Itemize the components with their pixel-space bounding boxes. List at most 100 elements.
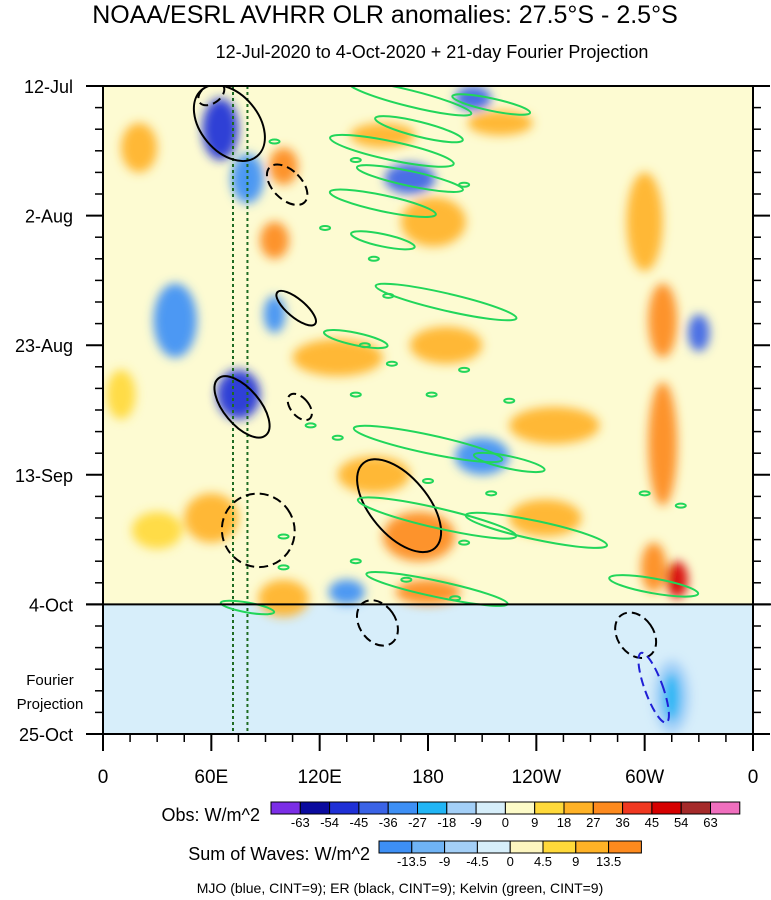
waves-colorbar-swatch-2 xyxy=(444,840,478,854)
kelvin-contour-14 xyxy=(329,133,455,168)
er-contour-9 xyxy=(614,611,658,659)
anomaly-blob-5 xyxy=(350,123,416,148)
obs-colorbar-level-label: -27 xyxy=(408,815,427,830)
x-tick-label: 120E xyxy=(297,767,341,788)
obs-colorbar-level-label: 63 xyxy=(703,815,717,830)
x-tick-label: 60W xyxy=(625,767,664,788)
obs-colorbar-level-label: 9 xyxy=(531,815,538,830)
chart-subtitle: 12-Jul-2020 to 4-Oct-2020 + 21-day Fouri… xyxy=(216,42,649,62)
kelvin-contour-small-21 xyxy=(638,490,651,497)
waves-colorbar-level-label: 0 xyxy=(507,854,514,869)
kelvin-contour-18 xyxy=(374,282,518,322)
projection-background xyxy=(103,604,753,734)
kelvin-contour-small-13 xyxy=(331,434,344,441)
kelvin-contour-small-16 xyxy=(277,533,290,540)
obs-colorbar-level-label: 45 xyxy=(645,815,659,830)
y-tick-label: 4-Oct xyxy=(29,595,73,615)
obs-colorbar: -63 -54 -45 -36 -27 -18 -9 0 9 18 27 36 45 54 63 xyxy=(270,801,741,830)
anomaly-blob-6 xyxy=(269,147,298,185)
anomaly-field xyxy=(106,86,710,734)
obs-colorbar-swatch-1 xyxy=(299,801,331,815)
er-contour-5 xyxy=(286,392,313,422)
anomaly-blob-33 xyxy=(662,672,681,722)
obs-colorbar-level-label: 36 xyxy=(615,815,629,830)
waves-colorbar-swatch-5 xyxy=(542,840,577,854)
kelvin-contour-15 xyxy=(355,164,464,193)
obs-colorbar-label: Obs: W/m^2 xyxy=(162,805,260,825)
kelvin-contour-16 xyxy=(328,188,437,218)
plot-area xyxy=(103,86,753,734)
kelvin-contour-small-15 xyxy=(485,490,498,497)
anomaly-blob-2 xyxy=(384,163,436,194)
obs-colorbar-level-label: -18 xyxy=(437,815,456,830)
projection-label-line2: Projection xyxy=(17,696,84,713)
anomaly-blob-3 xyxy=(455,86,492,111)
waves-colorbar-swatch-7 xyxy=(608,840,642,854)
kelvin-contour-small-12 xyxy=(304,422,317,429)
anomaly-blob-12 xyxy=(153,283,197,358)
waves-colorbar-level-label: 9 xyxy=(572,854,579,869)
obs-colorbar-swatch-15 xyxy=(710,801,741,815)
x-tick-label: 60E xyxy=(194,767,228,788)
kelvin-contour-small-2 xyxy=(458,181,471,188)
er-contour-4 xyxy=(213,375,271,439)
anomaly-blob-10 xyxy=(648,283,678,358)
wave-contours xyxy=(192,86,700,724)
kelvin-contour-small-18 xyxy=(277,564,290,571)
kelvin-contour-19 xyxy=(322,328,389,350)
obs-colorbar-swatch-14 xyxy=(680,801,712,815)
anomaly-blob-29 xyxy=(328,579,365,605)
kelvin-contour-small-3 xyxy=(319,224,332,231)
anomaly-blob-15 xyxy=(292,339,383,377)
anomaly-blob-13 xyxy=(216,369,261,420)
obs-colorbar-level-label: 27 xyxy=(586,815,600,830)
kelvin-contour-26 xyxy=(219,599,276,616)
y-tick-label: 12-Jul xyxy=(24,77,73,97)
projection-label-line1: Fourier xyxy=(26,672,74,689)
waves-colorbar-level-label: 13.5 xyxy=(596,854,621,869)
waves-colorbar-swatch-3 xyxy=(476,840,511,854)
waves-colorbar-level-label: -9 xyxy=(439,854,451,869)
kelvin-contour-23 xyxy=(464,511,609,549)
obs-colorbar-swatch-9 xyxy=(534,801,565,815)
waves-colorbar-level-label: -4.5 xyxy=(466,854,488,869)
obs-colorbar-swatch-6 xyxy=(446,801,477,815)
kelvin-contour-22 xyxy=(356,496,518,540)
er-contour-8 xyxy=(355,599,399,647)
waves-colorbar-swatch-0 xyxy=(378,840,413,854)
x-axis: 0 60E 120E 180 120W 60W 0 xyxy=(98,734,758,788)
anomaly-blob-4 xyxy=(467,110,533,136)
obs-colorbar-level-label: -36 xyxy=(379,815,398,830)
kelvin-contour-11 xyxy=(347,86,473,117)
footer-legend: MJO (blue, CINT=9); ER (black, CINT=9); … xyxy=(197,880,604,896)
kelvin-contour-small-20 xyxy=(449,595,462,602)
waves-colorbar-swatch-6 xyxy=(575,840,610,854)
er-contour-6 xyxy=(356,458,443,554)
obs-colorbar-swatch-4 xyxy=(387,801,419,815)
waves-colorbar: -13.5 -9 -4.5 0 4.5 9 13.5 xyxy=(378,840,642,869)
anomaly-blob-0 xyxy=(202,98,239,161)
obs-colorbar-level-label: -63 xyxy=(291,815,310,830)
kelvin-contour-17 xyxy=(350,230,416,251)
kelvin-contour-small-9 xyxy=(349,391,362,398)
kelvin-contour-small-0 xyxy=(268,138,281,145)
anomaly-blob-9 xyxy=(626,172,663,272)
mjo-contour-10 xyxy=(637,651,670,724)
y-tick-label: 2-Aug xyxy=(25,207,73,227)
kelvin-contour-small-17 xyxy=(458,539,471,546)
kelvin-contour-small-10 xyxy=(425,391,438,398)
kelvin-contour-small-14 xyxy=(422,477,434,484)
kelvin-contour-20 xyxy=(352,424,504,464)
obs-colorbar-level-label: 0 xyxy=(502,815,509,830)
waves-colorbar-level-label: 4.5 xyxy=(534,854,552,869)
anomaly-blob-7 xyxy=(260,221,289,259)
x-tick-label: 120W xyxy=(512,767,562,788)
obs-colorbar-swatch-5 xyxy=(417,801,448,815)
y-tick-label: 23-Aug xyxy=(15,336,73,356)
obs-colorbar-level-label: 54 xyxy=(674,815,688,830)
kelvin-contour-small-7 xyxy=(385,360,398,367)
kelvin-contour-12 xyxy=(451,93,532,116)
er-contour-3 xyxy=(275,289,317,327)
y-tick-label: 13-Sep xyxy=(15,466,73,486)
obs-colorbar-swatch-2 xyxy=(329,801,360,815)
